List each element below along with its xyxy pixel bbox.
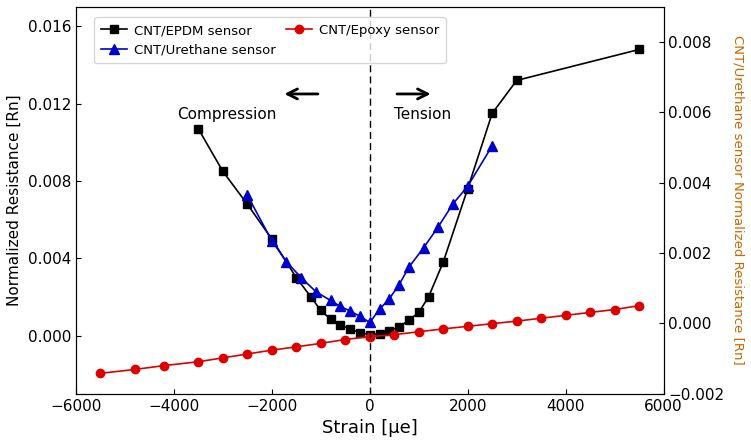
CNT/EPDM sensor [219,169,228,174]
CNT/EPDM sensor [365,332,374,337]
CNT/EPDM sensor [635,47,644,52]
CNT/Urethane sensor [487,143,496,148]
X-axis label: Strain [μe]: Strain [μe] [322,419,418,437]
CNT/Epoxy sensor [635,303,644,308]
CNT/Urethane sensor [394,282,403,287]
CNT/Epoxy sensor [365,334,374,339]
CNT/EPDM sensor [243,202,252,207]
CNT/Epoxy sensor [219,355,228,361]
CNT/Epoxy sensor [561,313,570,318]
CNT/Epoxy sensor [267,348,276,353]
CNT/EPDM sensor [267,236,276,242]
CNT/EPDM sensor [345,326,354,332]
CNT/Urethane sensor [434,224,443,229]
CNT/Epoxy sensor [439,326,448,332]
CNT/Urethane sensor [243,192,252,198]
CNT/Urethane sensor [405,265,414,270]
CNT/Urethane sensor [355,313,364,319]
CNT/Epoxy sensor [390,332,399,337]
Line: CNT/Epoxy sensor: CNT/Epoxy sensor [96,301,644,377]
CNT/Epoxy sensor [341,337,350,342]
Line: CNT/EPDM sensor: CNT/EPDM sensor [195,45,644,339]
Line: CNT/Urethane sensor: CNT/Urethane sensor [243,141,497,327]
CNT/Urethane sensor [385,296,394,301]
CNT/Urethane sensor [463,183,472,189]
CNT/Urethane sensor [267,238,276,243]
CNT/EPDM sensor [326,317,335,322]
CNT/Epoxy sensor [292,344,301,349]
Legend: CNT/EPDM sensor, CNT/Urethane sensor, CNT/Epoxy sensor: CNT/EPDM sensor, CNT/Urethane sensor, CN… [94,17,446,63]
CNT/Epoxy sensor [96,371,105,376]
CNT/EPDM sensor [439,259,448,265]
CNT/EPDM sensor [463,186,472,191]
CNT/Urethane sensor [419,245,428,250]
CNT/EPDM sensor [316,308,325,313]
CNT/Epoxy sensor [537,316,546,321]
Text: Compression: Compression [177,107,276,123]
CNT/EPDM sensor [385,328,394,333]
Y-axis label: Normalized Resistance [Rn]: Normalized Resistance [Rn] [7,95,22,306]
CNT/Urethane sensor [345,309,354,314]
CNT/EPDM sensor [355,330,364,335]
CNT/EPDM sensor [424,294,433,300]
CNT/Urethane sensor [312,289,321,294]
Y-axis label: CNT/Urethane sensor Normalized Resistance [Rn]: CNT/Urethane sensor Normalized Resistanc… [731,36,744,365]
CNT/EPDM sensor [394,324,403,329]
CNT/EPDM sensor [292,275,301,280]
CNT/EPDM sensor [306,294,315,300]
CNT/Urethane sensor [297,275,306,280]
CNT/Epoxy sensor [463,324,472,329]
CNT/EPDM sensor [405,317,414,323]
CNT/Epoxy sensor [610,307,619,312]
CNT/Epoxy sensor [415,329,424,334]
CNT/Urethane sensor [448,201,457,206]
CNT/Epoxy sensor [316,341,325,346]
CNT/Urethane sensor [336,304,345,309]
CNT/EPDM sensor [487,111,496,116]
CNT/EPDM sensor [194,126,203,131]
CNT/Urethane sensor [282,259,291,265]
CNT/Epoxy sensor [512,318,521,324]
CNT/EPDM sensor [512,78,521,83]
CNT/EPDM sensor [415,310,424,315]
CNT/Epoxy sensor [243,351,252,357]
Text: Tension: Tension [394,107,451,123]
CNT/Epoxy sensor [130,367,139,372]
CNT/EPDM sensor [375,331,384,337]
CNT/Epoxy sensor [159,363,168,368]
CNT/EPDM sensor [336,322,345,328]
CNT/Epoxy sensor [487,321,496,326]
CNT/Urethane sensor [375,307,384,312]
CNT/Epoxy sensor [194,359,203,365]
CNT/Urethane sensor [326,298,335,303]
CNT/Epoxy sensor [586,310,595,315]
CNT/Urethane sensor [365,320,374,325]
